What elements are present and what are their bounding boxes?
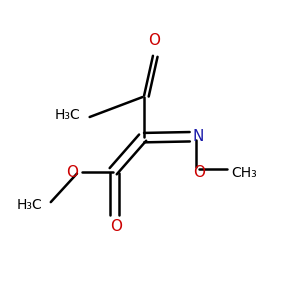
Text: N: N	[193, 129, 204, 144]
Text: O: O	[148, 33, 160, 48]
Text: H₃C: H₃C	[55, 108, 81, 122]
Text: O: O	[194, 165, 206, 180]
Text: CH₃: CH₃	[231, 166, 257, 180]
Text: O: O	[110, 219, 122, 234]
Text: O: O	[66, 165, 78, 180]
Text: H₃C: H₃C	[17, 198, 43, 212]
